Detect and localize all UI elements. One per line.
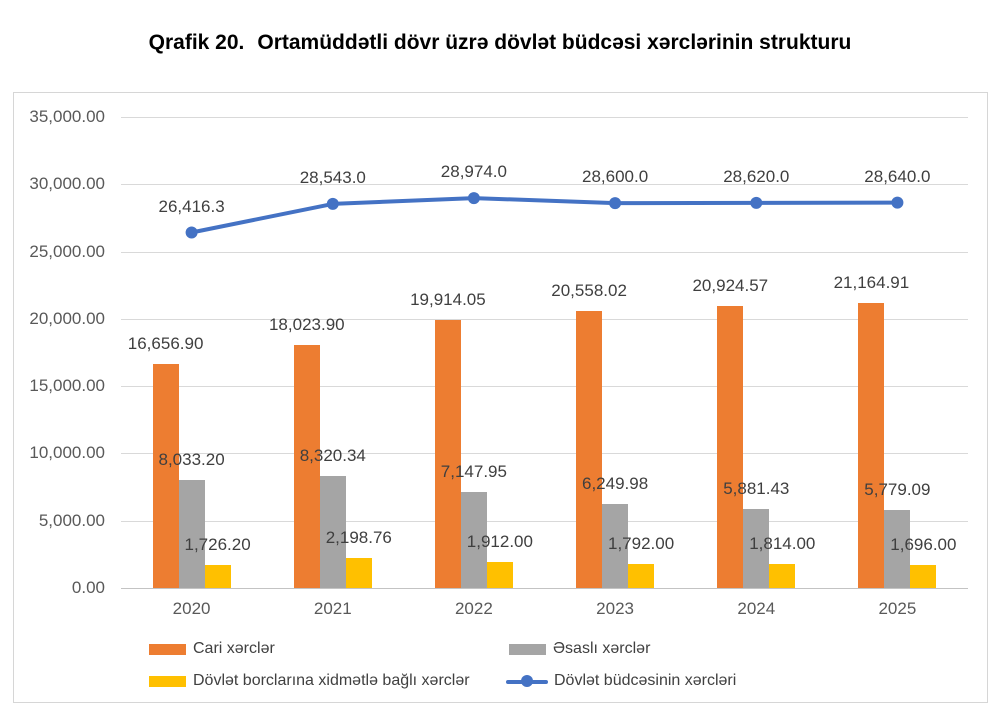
line-label-dovlet-budcesinin-xercleri-2025: 28,640.0 [864,166,931,186]
bar-label-esasli-xercler-2023: 6,249.98 [582,473,649,493]
x-axis-label-2021: 2021 [313,599,352,618]
bar-cari-xercler-2023 [576,311,603,588]
bar-dovlet-borclarina-xidmetle-bagli-xercler-2025 [910,565,937,588]
bar-dovlet-borclarina-xidmetle-bagli-xercler-2024 [769,563,796,588]
bar-label-esasli-xercler-2022: 7,147.95 [440,461,507,481]
y-axis-tick-label: 5,000.00 [38,510,105,530]
gridline [121,386,968,388]
bar-cari-xercler-2021 [293,345,320,588]
legend-item-esasli-xercler: Əsaslı xərclər [509,640,650,658]
legend-swatch-esasli-xercler [509,643,546,655]
gridline [121,520,968,522]
y-axis-tick-label: 15,000.00 [29,376,105,396]
line-path [191,196,898,235]
x-axis-line [121,588,968,589]
legend-item-dovlet-borclari: Dövlət borclarına xidmətlə bağlı xərclər [149,672,470,690]
bar-dovlet-borclarina-xidmetle-bagli-xercler-2022 [486,562,513,588]
x-axis-label-2025: 2025 [878,599,917,618]
legend-item-dovlet-budcesi: Dövlət büdcəsinin xərcləri [506,672,736,690]
gridline [121,453,968,455]
bar-label-esasli-xercler-2020: 8,033.20 [158,449,225,469]
legend-swatch-dovlet-borclari [149,675,186,687]
line-label-dovlet-budcesinin-xercleri-2021: 28,543.0 [299,167,366,187]
y-axis-tick-label: 20,000.00 [29,308,105,328]
line-point-2024 [750,196,763,209]
bar-esasli-xercler-2023 [602,503,629,588]
chart-frame: Cari xərclər Əsaslı xərclər Dövlət borcl… [13,92,988,703]
bar-cari-xercler-2020 [152,363,179,588]
bar-label-cari-xercler-2025: 21,164.91 [833,273,910,293]
bar-esasli-xercler-2022 [460,491,487,588]
gridline [121,318,968,320]
gridline [121,184,968,186]
bar-cari-xercler-2022 [434,320,461,588]
legend-item-cari-xercler: Cari xərclər [149,640,275,658]
bar-cari-xercler-2025 [858,303,885,588]
line-point-2025 [891,196,904,209]
bar-esasli-xercler-2025 [884,510,911,588]
bar-dovlet-borclarina-xidmetle-bagli-xercler-2021 [345,558,372,588]
legend-label-cari-xercler: Cari xərclər [193,640,275,657]
chart-title-prefix: Qrafik 20. [148,31,245,54]
line-point-2023 [609,197,622,210]
bar-label-cari-xercler-2021: 18,023.90 [268,315,345,335]
line-label-dovlet-budcesinin-xercleri-2022: 28,974.0 [440,162,507,182]
bar-label-dovlet-borclarina-xidmetle-bagli-xercler-2024: 1,814.00 [749,533,816,553]
bar-label-cari-xercler-2024: 20,924.57 [692,276,769,296]
bar-label-dovlet-borclarina-xidmetle-bagli-xercler-2022: 1,912.00 [466,532,533,552]
x-axis-label-2022: 2022 [454,599,493,618]
legend-label-esasli-xercler: Əsaslı xərclər [553,640,651,657]
bar-label-esasli-xercler-2021: 8,320.34 [299,446,366,465]
bar-esasli-xercler-2024 [743,508,770,588]
bar-label-cari-xercler-2020: 16,656.90 [127,333,204,353]
y-axis-tick-label: 30,000.00 [29,174,105,194]
chart-title-main: Ortamüddətli dövr üzrə dövlət büdcəsi xə… [257,31,852,54]
legend-label-dovlet-borclari: Dövlət borclarına xidmətlə bağlı xərclər [193,672,470,689]
y-axis-tick-label: 25,000.00 [29,241,105,261]
gridline [121,117,968,118]
bar-label-dovlet-borclarina-xidmetle-bagli-xercler-2023: 1,792.00 [608,533,675,553]
y-axis-tick-label: 0.00 [71,578,105,597]
legend-swatch-cari-xercler [149,643,186,655]
x-axis-label-2020: 2020 [172,599,211,618]
bar-label-cari-xercler-2022: 19,914.05 [410,290,486,309]
legend-line-marker-icon [506,674,548,688]
legend-label-dovlet-budcesi: Dövlət büdcəsinin xərcləri [554,672,737,689]
bar-dovlet-borclarina-xidmetle-bagli-xercler-2020 [204,564,231,588]
bar-dovlet-borclarina-xidmetle-bagli-xercler-2023 [628,563,655,588]
y-axis-tick-label: 35,000.00 [29,107,105,126]
bar-label-dovlet-borclarina-xidmetle-bagli-xercler-2025: 1,696.00 [890,535,957,555]
gridline [121,251,968,253]
y-axis-tick-label: 10,000.00 [29,443,105,463]
line-point-2022 [467,192,480,205]
bar-cari-xercler-2024 [717,306,744,588]
chart-title: Qrafik 20. Ortamüddətli dövr üzrə dövlət … [0,31,1000,55]
line-label-dovlet-budcesinin-xercleri-2024: 28,620.0 [723,166,790,186]
line-label-dovlet-budcesinin-xercleri-2023: 28,600.0 [582,167,649,187]
legend-line-dot [521,674,533,687]
bar-label-dovlet-borclarina-xidmetle-bagli-xercler-2021: 2,198.76 [325,528,392,548]
bar-label-dovlet-borclarina-xidmetle-bagli-xercler-2020: 1,726.20 [184,534,251,554]
bar-esasli-xercler-2020 [178,479,205,588]
bar-label-cari-xercler-2023: 20,558.02 [551,281,627,301]
line-point-2021 [326,197,339,210]
x-axis-label-2023: 2023 [596,599,635,618]
bar-esasli-xercler-2021 [319,476,346,588]
line-label-dovlet-budcesinin-xercleri-2020: 26,416.3 [158,196,225,216]
x-axis-label-2024: 2024 [737,599,776,618]
bar-label-esasli-xercler-2024: 5,881.43 [723,478,790,498]
line-point-2020 [185,226,198,239]
bar-label-esasli-xercler-2025: 5,779.09 [864,480,931,500]
